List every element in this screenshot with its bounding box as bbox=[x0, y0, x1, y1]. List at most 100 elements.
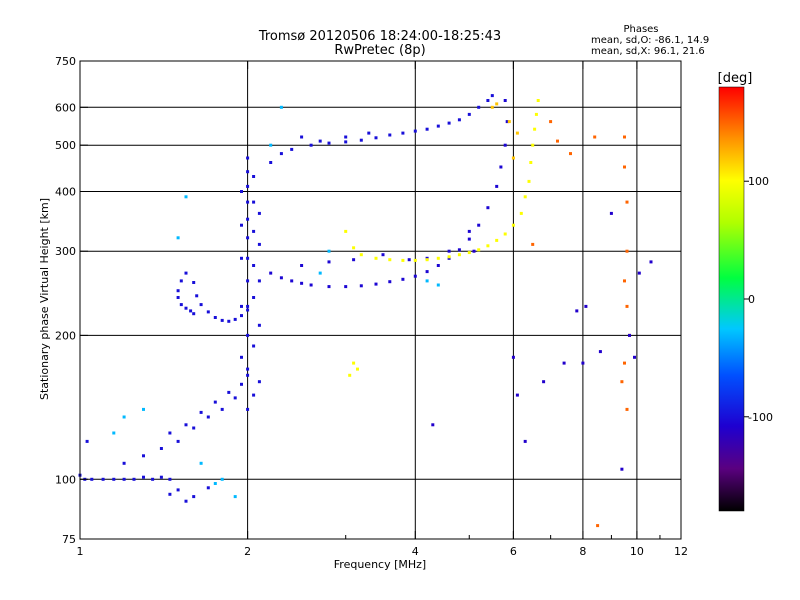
colorbar-tick-label: 0 bbox=[748, 293, 755, 306]
data-point bbox=[425, 270, 429, 274]
data-point bbox=[112, 477, 116, 481]
data-point bbox=[192, 426, 196, 430]
data-point bbox=[195, 294, 199, 298]
data-point bbox=[472, 249, 476, 253]
data-point bbox=[486, 206, 490, 210]
data-point bbox=[246, 256, 250, 260]
data-point bbox=[122, 477, 126, 481]
data-point bbox=[359, 253, 363, 257]
data-point bbox=[447, 249, 451, 253]
data-point bbox=[531, 242, 535, 246]
data-point bbox=[279, 276, 283, 280]
data-point bbox=[562, 361, 566, 365]
data-point bbox=[457, 118, 461, 122]
data-point bbox=[467, 237, 471, 241]
data-point bbox=[101, 477, 105, 481]
data-point bbox=[467, 229, 471, 233]
data-point bbox=[227, 319, 231, 323]
data-point bbox=[344, 135, 348, 139]
data-point bbox=[240, 256, 243, 260]
data-point bbox=[257, 279, 261, 283]
data-point bbox=[581, 361, 585, 365]
data-point bbox=[542, 380, 546, 384]
data-point bbox=[499, 165, 503, 169]
data-point bbox=[359, 284, 363, 288]
data-point bbox=[436, 283, 440, 287]
data-point bbox=[206, 415, 210, 419]
y-tick-label: 400 bbox=[55, 185, 76, 198]
data-point bbox=[233, 317, 237, 321]
data-point bbox=[425, 279, 429, 283]
data-point bbox=[309, 283, 313, 287]
data-point bbox=[252, 393, 256, 397]
data-point bbox=[290, 279, 294, 283]
data-point bbox=[536, 99, 540, 102]
y-tick-label: 750 bbox=[55, 55, 76, 68]
data-point bbox=[495, 102, 499, 106]
data-point bbox=[213, 482, 217, 485]
data-point bbox=[436, 256, 440, 260]
data-point bbox=[359, 138, 363, 142]
data-point bbox=[425, 127, 429, 131]
data-point bbox=[374, 256, 378, 260]
data-point bbox=[168, 477, 172, 481]
data-point bbox=[505, 120, 509, 124]
colorbar-tick-label: -100 bbox=[748, 411, 773, 424]
chart-title: Tromsø 20120506 18:24:00-18:25:43 bbox=[258, 29, 501, 44]
data-point bbox=[179, 279, 183, 283]
x-tick-label: 12 bbox=[674, 545, 688, 558]
data-point bbox=[220, 477, 224, 481]
data-point bbox=[457, 248, 461, 252]
data-point bbox=[168, 431, 172, 435]
data-point bbox=[477, 223, 481, 227]
data-point bbox=[374, 136, 378, 140]
data-point bbox=[490, 105, 494, 109]
data-point bbox=[90, 477, 94, 481]
data-point bbox=[529, 161, 533, 164]
data-point bbox=[246, 407, 250, 411]
data-point bbox=[413, 258, 417, 262]
data-point bbox=[625, 304, 629, 308]
data-point bbox=[533, 127, 537, 131]
data-point bbox=[240, 223, 243, 227]
data-point bbox=[300, 135, 304, 139]
colorbar-unit: [deg] bbox=[718, 71, 753, 86]
data-point bbox=[257, 323, 261, 327]
colorbar-tick-label: 100 bbox=[748, 175, 769, 188]
data-point bbox=[246, 373, 250, 377]
data-point bbox=[290, 147, 294, 151]
data-point bbox=[257, 242, 261, 246]
data-point bbox=[192, 281, 196, 284]
data-point bbox=[467, 251, 471, 255]
data-point bbox=[184, 306, 188, 310]
grid-lines bbox=[80, 61, 681, 539]
data-point bbox=[179, 303, 183, 307]
data-point bbox=[623, 135, 626, 139]
data-point bbox=[625, 249, 629, 253]
data-point bbox=[486, 99, 490, 102]
data-point bbox=[374, 282, 378, 286]
data-point bbox=[356, 367, 359, 371]
data-point bbox=[142, 475, 145, 479]
data-point bbox=[240, 355, 243, 359]
data-point bbox=[252, 296, 256, 299]
data-point bbox=[227, 390, 231, 394]
data-point bbox=[477, 248, 481, 252]
data-point bbox=[192, 312, 196, 316]
data-point bbox=[309, 143, 313, 147]
data-point bbox=[477, 105, 481, 109]
data-point bbox=[327, 260, 331, 264]
data-point bbox=[240, 382, 243, 386]
data-point bbox=[213, 316, 217, 319]
data-point bbox=[252, 200, 256, 204]
data-point bbox=[637, 271, 641, 275]
data-point bbox=[649, 260, 653, 264]
data-point bbox=[523, 195, 527, 199]
data-point bbox=[575, 309, 579, 313]
data-point bbox=[344, 140, 348, 144]
data-point bbox=[495, 184, 499, 188]
data-point bbox=[279, 152, 283, 156]
data-point bbox=[300, 281, 304, 285]
